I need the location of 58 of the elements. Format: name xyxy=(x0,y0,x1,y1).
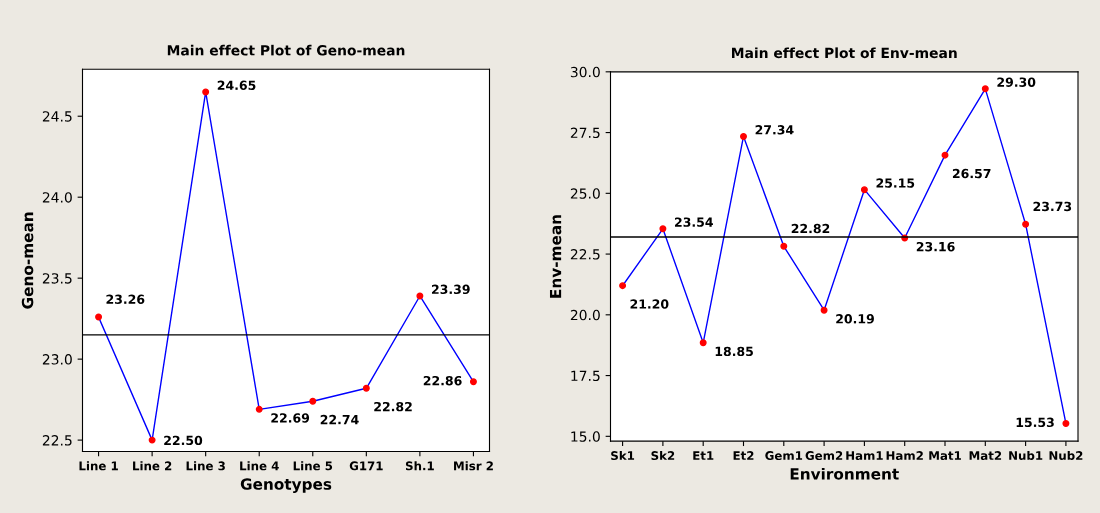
x-tick-label: Line 2 xyxy=(133,461,172,471)
y-tick-label: 25.0 xyxy=(570,188,600,199)
x-tick-label: Line 5 xyxy=(293,461,333,471)
y-tick-label: 23.5 xyxy=(42,273,72,284)
data-label: 23.39 xyxy=(431,284,470,295)
data-label: 22.86 xyxy=(423,375,462,386)
y-tick-label: 30.0 xyxy=(570,66,600,78)
data-label: 15.53 xyxy=(1016,417,1054,428)
data-label: 20.19 xyxy=(836,314,874,324)
y-tick-label: 27.5 xyxy=(570,127,600,139)
y-tick-label: 17.5 xyxy=(571,370,600,382)
x-tick-label: Line 3 xyxy=(186,461,225,471)
x-tick-label: Nub2 xyxy=(1049,450,1083,461)
x-tick-label: Misr 2 xyxy=(454,461,493,471)
data-label: 22.82 xyxy=(791,223,830,234)
data-label: 18.85 xyxy=(715,346,753,357)
data-label: 23.16 xyxy=(916,241,955,252)
data-label: 27.34 xyxy=(755,125,794,135)
y-tick-label: 20.0 xyxy=(570,309,600,321)
y-axis-title: Geno-mean xyxy=(21,212,34,309)
y-tick-label: 15.0 xyxy=(571,431,600,442)
x-tick-label: Line 1 xyxy=(79,461,118,471)
data-label: 29.30 xyxy=(997,77,1036,87)
x-tick-label: Nub1 xyxy=(1009,450,1043,461)
x-tick-label: Ham1 xyxy=(846,451,883,461)
y-axis-title: Env-mean xyxy=(549,215,562,298)
y-tick-label: 22.5 xyxy=(42,435,72,446)
chart-title: Main effect Plot of Geno-mean xyxy=(167,44,405,56)
y-tick-label: 24.5 xyxy=(42,111,72,122)
x-tick-label: Mat2 xyxy=(969,451,1002,461)
data-label: 22.50 xyxy=(164,435,203,446)
data-label: 26.57 xyxy=(952,168,991,179)
y-tick-label: 24.0 xyxy=(42,192,72,203)
x-tick-label: Mat1 xyxy=(929,451,961,461)
x-tick-label: Et2 xyxy=(733,451,754,460)
data-label: 24.65 xyxy=(217,80,256,90)
y-tick-label: 23.0 xyxy=(42,354,72,365)
data-label: 21.20 xyxy=(630,299,669,309)
chart-title: Main effect Plot of Env-mean xyxy=(732,47,957,59)
data-label: 22.74 xyxy=(320,414,359,425)
data-label: 23.73 xyxy=(1033,201,1072,212)
x-tick-label: Et1 xyxy=(693,451,714,460)
data-label: 25.15 xyxy=(876,178,915,188)
x-axis-title: Environment xyxy=(790,467,899,480)
x-tick-label: G171 xyxy=(349,461,383,471)
x-tick-label: Sk1 xyxy=(611,450,635,461)
y-tick-label: 22.5 xyxy=(570,249,600,260)
data-label: 22.82 xyxy=(374,401,412,412)
x-tick-label: Ham2 xyxy=(886,451,923,461)
x-tick-label: Line 4 xyxy=(240,461,279,471)
data-label: 23.26 xyxy=(106,294,145,304)
data-label: 22.69 xyxy=(271,413,310,423)
x-tick-label: Gem1 xyxy=(765,451,803,461)
data-label: 23.54 xyxy=(674,217,713,227)
x-tick-label: Sk2 xyxy=(651,450,675,461)
x-tick-label: Sh.1 xyxy=(405,461,434,471)
x-tick-label: Gem2 xyxy=(805,451,843,461)
x-axis-title: Genotypes xyxy=(240,478,332,493)
